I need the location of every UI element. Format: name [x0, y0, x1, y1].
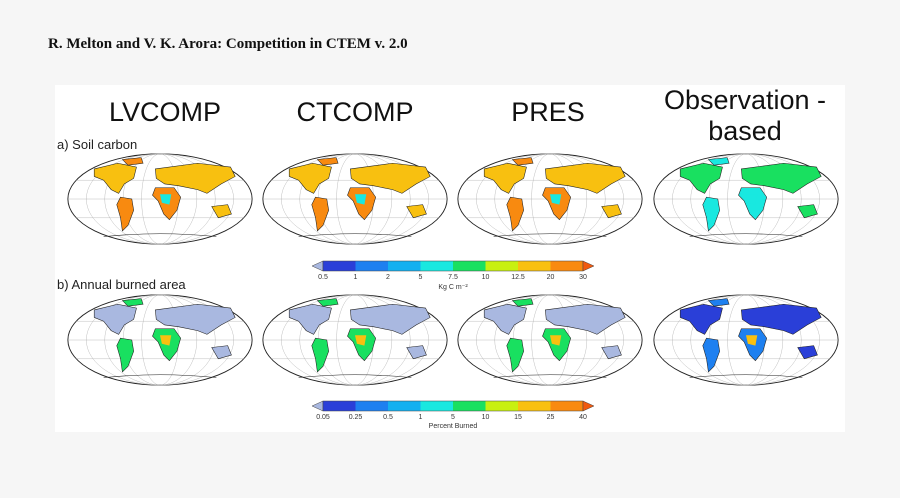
continent [679, 162, 723, 194]
map-soil-carbon-3 [653, 153, 839, 245]
map-burned-area-2 [457, 294, 643, 386]
continent [544, 162, 626, 194]
colorbar-unit-label: Kg C m⁻² [438, 284, 468, 291]
continent [406, 204, 427, 219]
colorbar-segment [518, 261, 551, 271]
map-soil-carbon-2 [457, 153, 643, 245]
continent [121, 298, 144, 307]
continent [311, 196, 329, 232]
colorbar-segment [355, 261, 388, 271]
colorbar-segment [388, 261, 421, 271]
colorbar-tick-label: 7.5 [448, 274, 458, 281]
colorbar [312, 400, 594, 412]
continent [316, 298, 339, 307]
map-burned-area-1 [262, 294, 448, 386]
row-label-burned-area: b) Annual burned area [57, 277, 186, 292]
colorbar-segment [323, 401, 356, 411]
colorbar-tick-label: 5 [451, 414, 455, 421]
colorbar [312, 260, 594, 272]
colorbar-tick-label: 40 [579, 414, 587, 421]
colorbar-segment [323, 261, 356, 271]
continent [288, 303, 332, 335]
colorbar-segment [485, 261, 518, 271]
colorbar-tick-label: 0.5 [318, 274, 328, 281]
continent [797, 345, 818, 360]
continent [679, 303, 723, 335]
colorbar-tick-label: 2 [386, 274, 390, 281]
colorbar-tick-label: 0.05 [316, 414, 330, 421]
continent [511, 298, 534, 307]
continent [349, 162, 431, 194]
continent [797, 204, 818, 219]
continent [483, 303, 527, 335]
continent [483, 162, 527, 194]
continent [116, 337, 134, 373]
continent [740, 162, 822, 194]
colorbar-over [582, 260, 594, 272]
column-title-pres: PRES [511, 97, 585, 127]
continent [154, 303, 236, 335]
colorbar-unit-label: Percent Burned [428, 423, 478, 430]
map-soil-carbon-1 [262, 153, 448, 245]
page-header: R. Melton and V. K. Arora: Competition i… [48, 36, 408, 52]
colorbar-segment [388, 401, 421, 411]
map-soil-carbon-0 [67, 153, 253, 245]
colorbar-under [312, 400, 324, 412]
colorbar-tick-label: 5 [418, 274, 423, 281]
continent [506, 196, 524, 232]
continent [93, 162, 137, 194]
continent [707, 298, 730, 307]
colorbar-segment [550, 401, 583, 411]
continent [702, 196, 720, 232]
continent [154, 162, 236, 194]
colorbar-segment [485, 401, 518, 411]
continent [349, 303, 431, 335]
figure: LVCOMP CTCOMP PRES Observation -based a)… [55, 85, 845, 432]
continent [511, 157, 534, 166]
colorbar-tick-label: 30 [579, 274, 587, 281]
colorbar-tick-label: 0.5 [383, 414, 393, 421]
colorbar-tick-label: 0.25 [348, 414, 363, 421]
continent [93, 303, 137, 335]
colorbar-segment [355, 401, 388, 411]
continent [311, 337, 329, 373]
map-burned-area-3 [653, 294, 839, 386]
continent [707, 157, 730, 166]
continent [601, 204, 622, 219]
colorbar-segment [420, 261, 453, 271]
colorbar-tick-label: 20 [546, 274, 555, 281]
continent [406, 345, 427, 360]
colorbar-tick-label: 12.5 [511, 274, 525, 281]
continent [121, 157, 144, 166]
continent [601, 345, 622, 360]
continent [544, 303, 626, 335]
colorbar-tick-label: 15 [514, 414, 522, 421]
colorbar-under [312, 260, 324, 272]
continent [702, 337, 720, 373]
colorbar-segment [518, 401, 551, 411]
colorbar-segment [453, 261, 486, 271]
row-label-soil-carbon: a) Soil carbon [57, 137, 138, 152]
continent [506, 337, 524, 373]
column-title-ctcomp: CTCOMP [296, 97, 414, 127]
continent [211, 345, 232, 360]
map-burned-area-0 [67, 294, 253, 386]
column-title-lvcomp: LVCOMP [108, 97, 222, 127]
colorbar-tick-label: 10 [481, 274, 490, 281]
continent [211, 204, 232, 219]
colorbar-tick-label: 10 [481, 414, 490, 421]
colorbar-tick-label: 1 [353, 274, 358, 281]
colorbar-over [582, 400, 594, 412]
continent [288, 162, 332, 194]
continent [116, 196, 134, 232]
colorbar-tick-label: 1 [418, 414, 423, 421]
colorbar-segment [550, 261, 583, 271]
colorbar-tick-label: 25 [546, 414, 555, 421]
colorbar-segment [453, 401, 486, 411]
continent [740, 303, 822, 335]
continent [316, 157, 339, 166]
column-title-observation: Observation -based [663, 85, 827, 146]
colorbar-segment [420, 401, 453, 411]
